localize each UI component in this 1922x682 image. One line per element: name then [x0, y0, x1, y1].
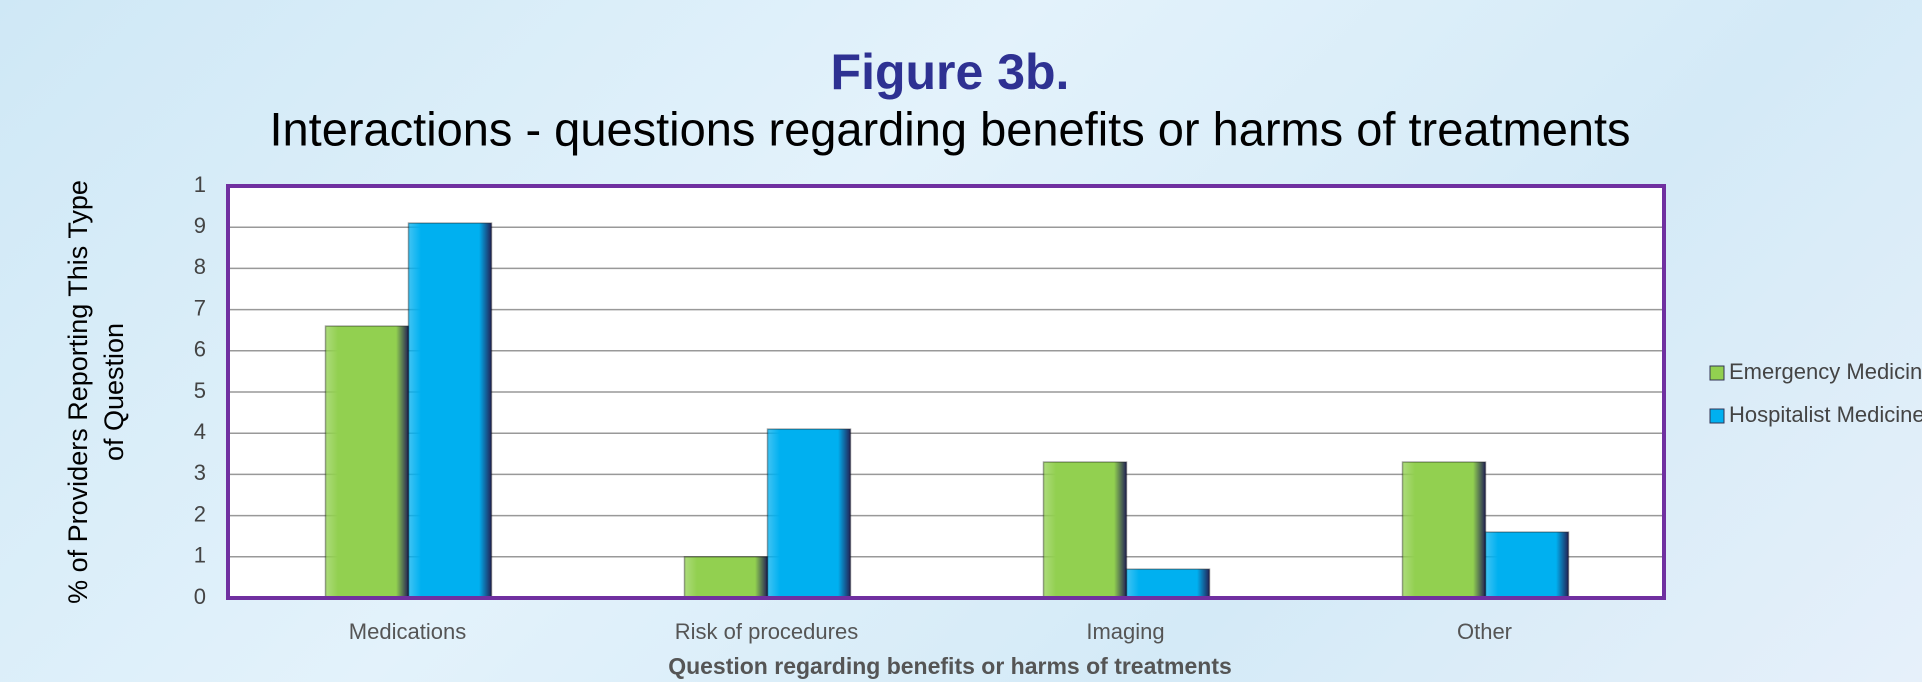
- bar: [1125, 568, 1211, 599]
- x-tick-label: Medications: [349, 619, 466, 644]
- chart-subtitle: Interactions - questions regarding benef…: [269, 102, 1630, 155]
- y-tick-label: 7: [194, 295, 206, 320]
- bar: [683, 556, 769, 599]
- y-axis-title: of Question: [99, 323, 129, 461]
- y-tick-label: 0: [194, 584, 206, 609]
- bar: [1484, 531, 1570, 599]
- y-tick-label: 3: [194, 460, 206, 485]
- bar: [1401, 461, 1487, 599]
- legend-label: Hospitalist Medicine: [1729, 402, 1922, 427]
- y-tick-label: 6: [194, 337, 206, 362]
- y-tick-label: 2: [194, 501, 206, 526]
- legend-label: Emergency Medicin: [1729, 359, 1922, 384]
- y-axis-title: % of Providers Reporting This Type: [63, 180, 93, 604]
- x-axis-title: Question regarding benefits or harms of …: [668, 653, 1232, 679]
- chart-title: Figure 3b.: [831, 44, 1070, 100]
- y-tick-label: 4: [194, 419, 206, 444]
- x-tick-label: Risk of procedures: [675, 619, 858, 644]
- x-tick-label: Imaging: [1086, 619, 1164, 644]
- y-tick-label: 1: [194, 543, 206, 568]
- plot-border: [226, 184, 1666, 600]
- y-tick-label: 1: [194, 172, 206, 197]
- legend-swatch: [1709, 408, 1725, 424]
- y-tick-label: 5: [194, 378, 206, 403]
- bar: [766, 428, 852, 599]
- bar: [324, 325, 410, 599]
- bar: [407, 222, 493, 599]
- legend-swatch: [1709, 365, 1725, 381]
- y-tick-label: 9: [194, 213, 206, 238]
- x-tick-label: Other: [1457, 619, 1512, 644]
- bar: [1042, 461, 1128, 599]
- y-tick-label: 8: [194, 254, 206, 279]
